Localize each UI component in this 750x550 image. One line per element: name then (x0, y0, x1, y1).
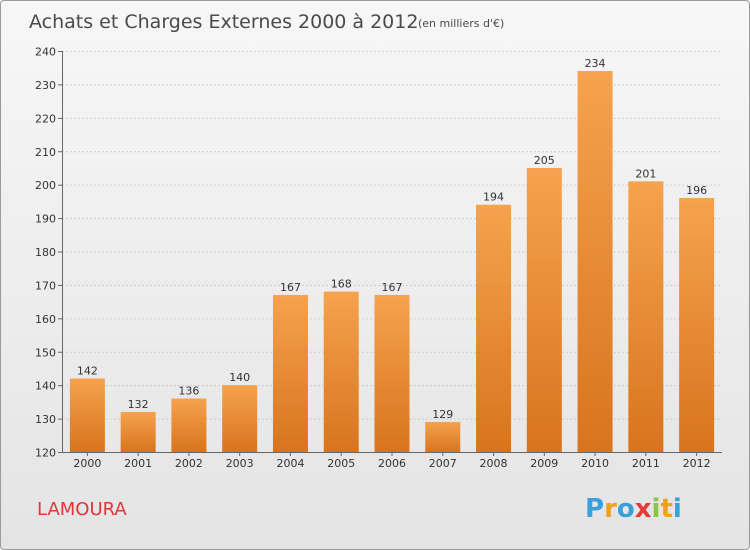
y-tick-label: 170 (35, 279, 56, 292)
bar-value-label: 196 (686, 184, 707, 197)
y-tick-label: 240 (35, 46, 56, 59)
x-tick-label: 2010 (581, 457, 609, 470)
chart-title: Achats et Charges Externes 2000 à 2012 (29, 11, 418, 33)
bar-value-label: 129 (432, 408, 453, 421)
axes: 120 130 140 150 160 170 180 190 200 210 220 230 240 2… (35, 46, 722, 470)
bar (577, 71, 613, 453)
y-tick-label: 120 (35, 447, 56, 460)
x-tick-label: 2012 (683, 457, 711, 470)
bar-value-label: 132 (128, 398, 149, 411)
bar (69, 378, 105, 452)
bar (374, 294, 410, 452)
x-tick-label: 2001 (124, 457, 152, 470)
bar (476, 204, 512, 452)
y-tick-label: 130 (35, 413, 56, 426)
bar-value-label: 167 (280, 281, 301, 294)
bar-value-label: 168 (331, 278, 352, 291)
bar (323, 291, 359, 452)
logo-letter: i (652, 494, 661, 524)
x-tick-label: 2008 (480, 457, 508, 470)
y-tick-label: 150 (35, 346, 56, 359)
logo-letter: t (660, 494, 672, 524)
city-label: LAMOURA (37, 499, 127, 520)
bar-value-label: 142 (77, 364, 98, 377)
x-tick-label: 2004 (276, 457, 304, 470)
x-tick-label: 2009 (530, 457, 558, 470)
bar (526, 167, 562, 453)
bars: 142 132 136 140 167 168 167 129 194 205 234 201 196 (69, 57, 715, 453)
bar-value-label: 167 (382, 281, 403, 294)
bar (171, 398, 207, 452)
bar-value-label: 234 (585, 57, 606, 70)
logo-letter: o (617, 494, 635, 524)
x-tick-label: 2006 (378, 457, 406, 470)
y-tick-label: 180 (35, 246, 56, 259)
bar (679, 198, 715, 452)
y-tick-label: 190 (35, 213, 56, 226)
y-tick-label: 160 (35, 313, 56, 326)
bar (222, 385, 258, 452)
bar (272, 294, 308, 452)
bar (425, 421, 461, 452)
bar (628, 181, 664, 452)
x-tick-label: 2000 (73, 457, 101, 470)
x-tick-label: 2005 (327, 457, 355, 470)
bar-value-label: 205 (534, 154, 555, 167)
chart-subtitle: (en milliers d'€) (418, 17, 504, 30)
y-tick-label: 230 (35, 79, 56, 92)
y-tick-label: 140 (35, 380, 56, 393)
bar-value-label: 201 (635, 167, 656, 180)
y-tick-label: 210 (35, 146, 56, 159)
logo-letter: P (585, 494, 604, 524)
bar (120, 411, 156, 452)
x-tick-label: 2007 (429, 457, 457, 470)
x-tick-label: 2011 (632, 457, 660, 470)
y-tick-label: 220 (35, 112, 56, 125)
logo-letter: i (673, 494, 682, 524)
logo-letter: r (604, 494, 617, 524)
bar-value-label: 140 (229, 371, 250, 384)
proxiti-logo: Proxiti (585, 494, 682, 524)
bar-value-label: 136 (178, 385, 199, 398)
x-tick-label: 2002 (175, 457, 203, 470)
bar-value-label: 194 (483, 191, 504, 204)
y-tick-label: 200 (35, 179, 56, 192)
x-tick-label: 2003 (226, 457, 254, 470)
logo-letter: x (635, 494, 652, 524)
